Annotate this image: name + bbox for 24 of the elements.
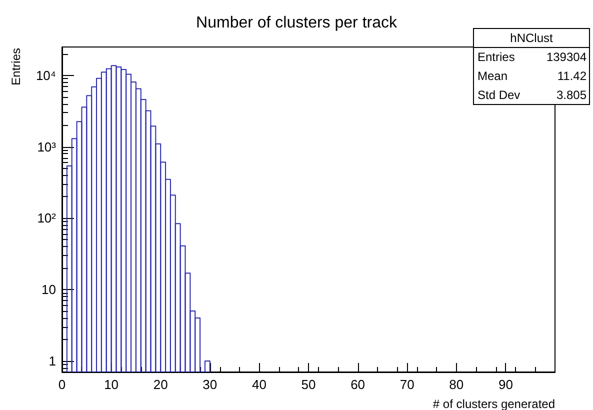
x-tick-label: 50 (301, 377, 316, 392)
y-axis-title: Entries (9, 48, 23, 86)
annotation: Std Dev (478, 88, 520, 102)
text: 11.42 (557, 69, 587, 83)
x-tick-label: 90 (498, 377, 513, 392)
x-tick-label: 10 (104, 377, 119, 392)
y-tick-label: 1 (48, 353, 56, 368)
annotation: Entries (478, 50, 515, 64)
x-tick-label: 40 (252, 377, 266, 392)
x-tick-label: 30 (202, 377, 218, 392)
y-tick-label: 10⁴ (36, 68, 56, 83)
x-tick-label: 70 (400, 377, 414, 392)
x-tick-label: 0 (58, 377, 66, 392)
x-tick-label: 20 (153, 377, 168, 392)
text: hNClust (510, 31, 554, 45)
x-tick-label: 60 (350, 377, 366, 392)
y-tick-label: 10² (37, 210, 57, 226)
y-tick-label: 10 (42, 282, 56, 298)
y-tick-label: 10³ (37, 139, 57, 154)
x-tick-label: 80 (449, 377, 464, 392)
text: 3.805 (556, 88, 587, 102)
annotation: Mean (478, 69, 508, 83)
annotation: 139304 (546, 50, 587, 64)
chart-title: Number of clusters per track (196, 14, 398, 32)
